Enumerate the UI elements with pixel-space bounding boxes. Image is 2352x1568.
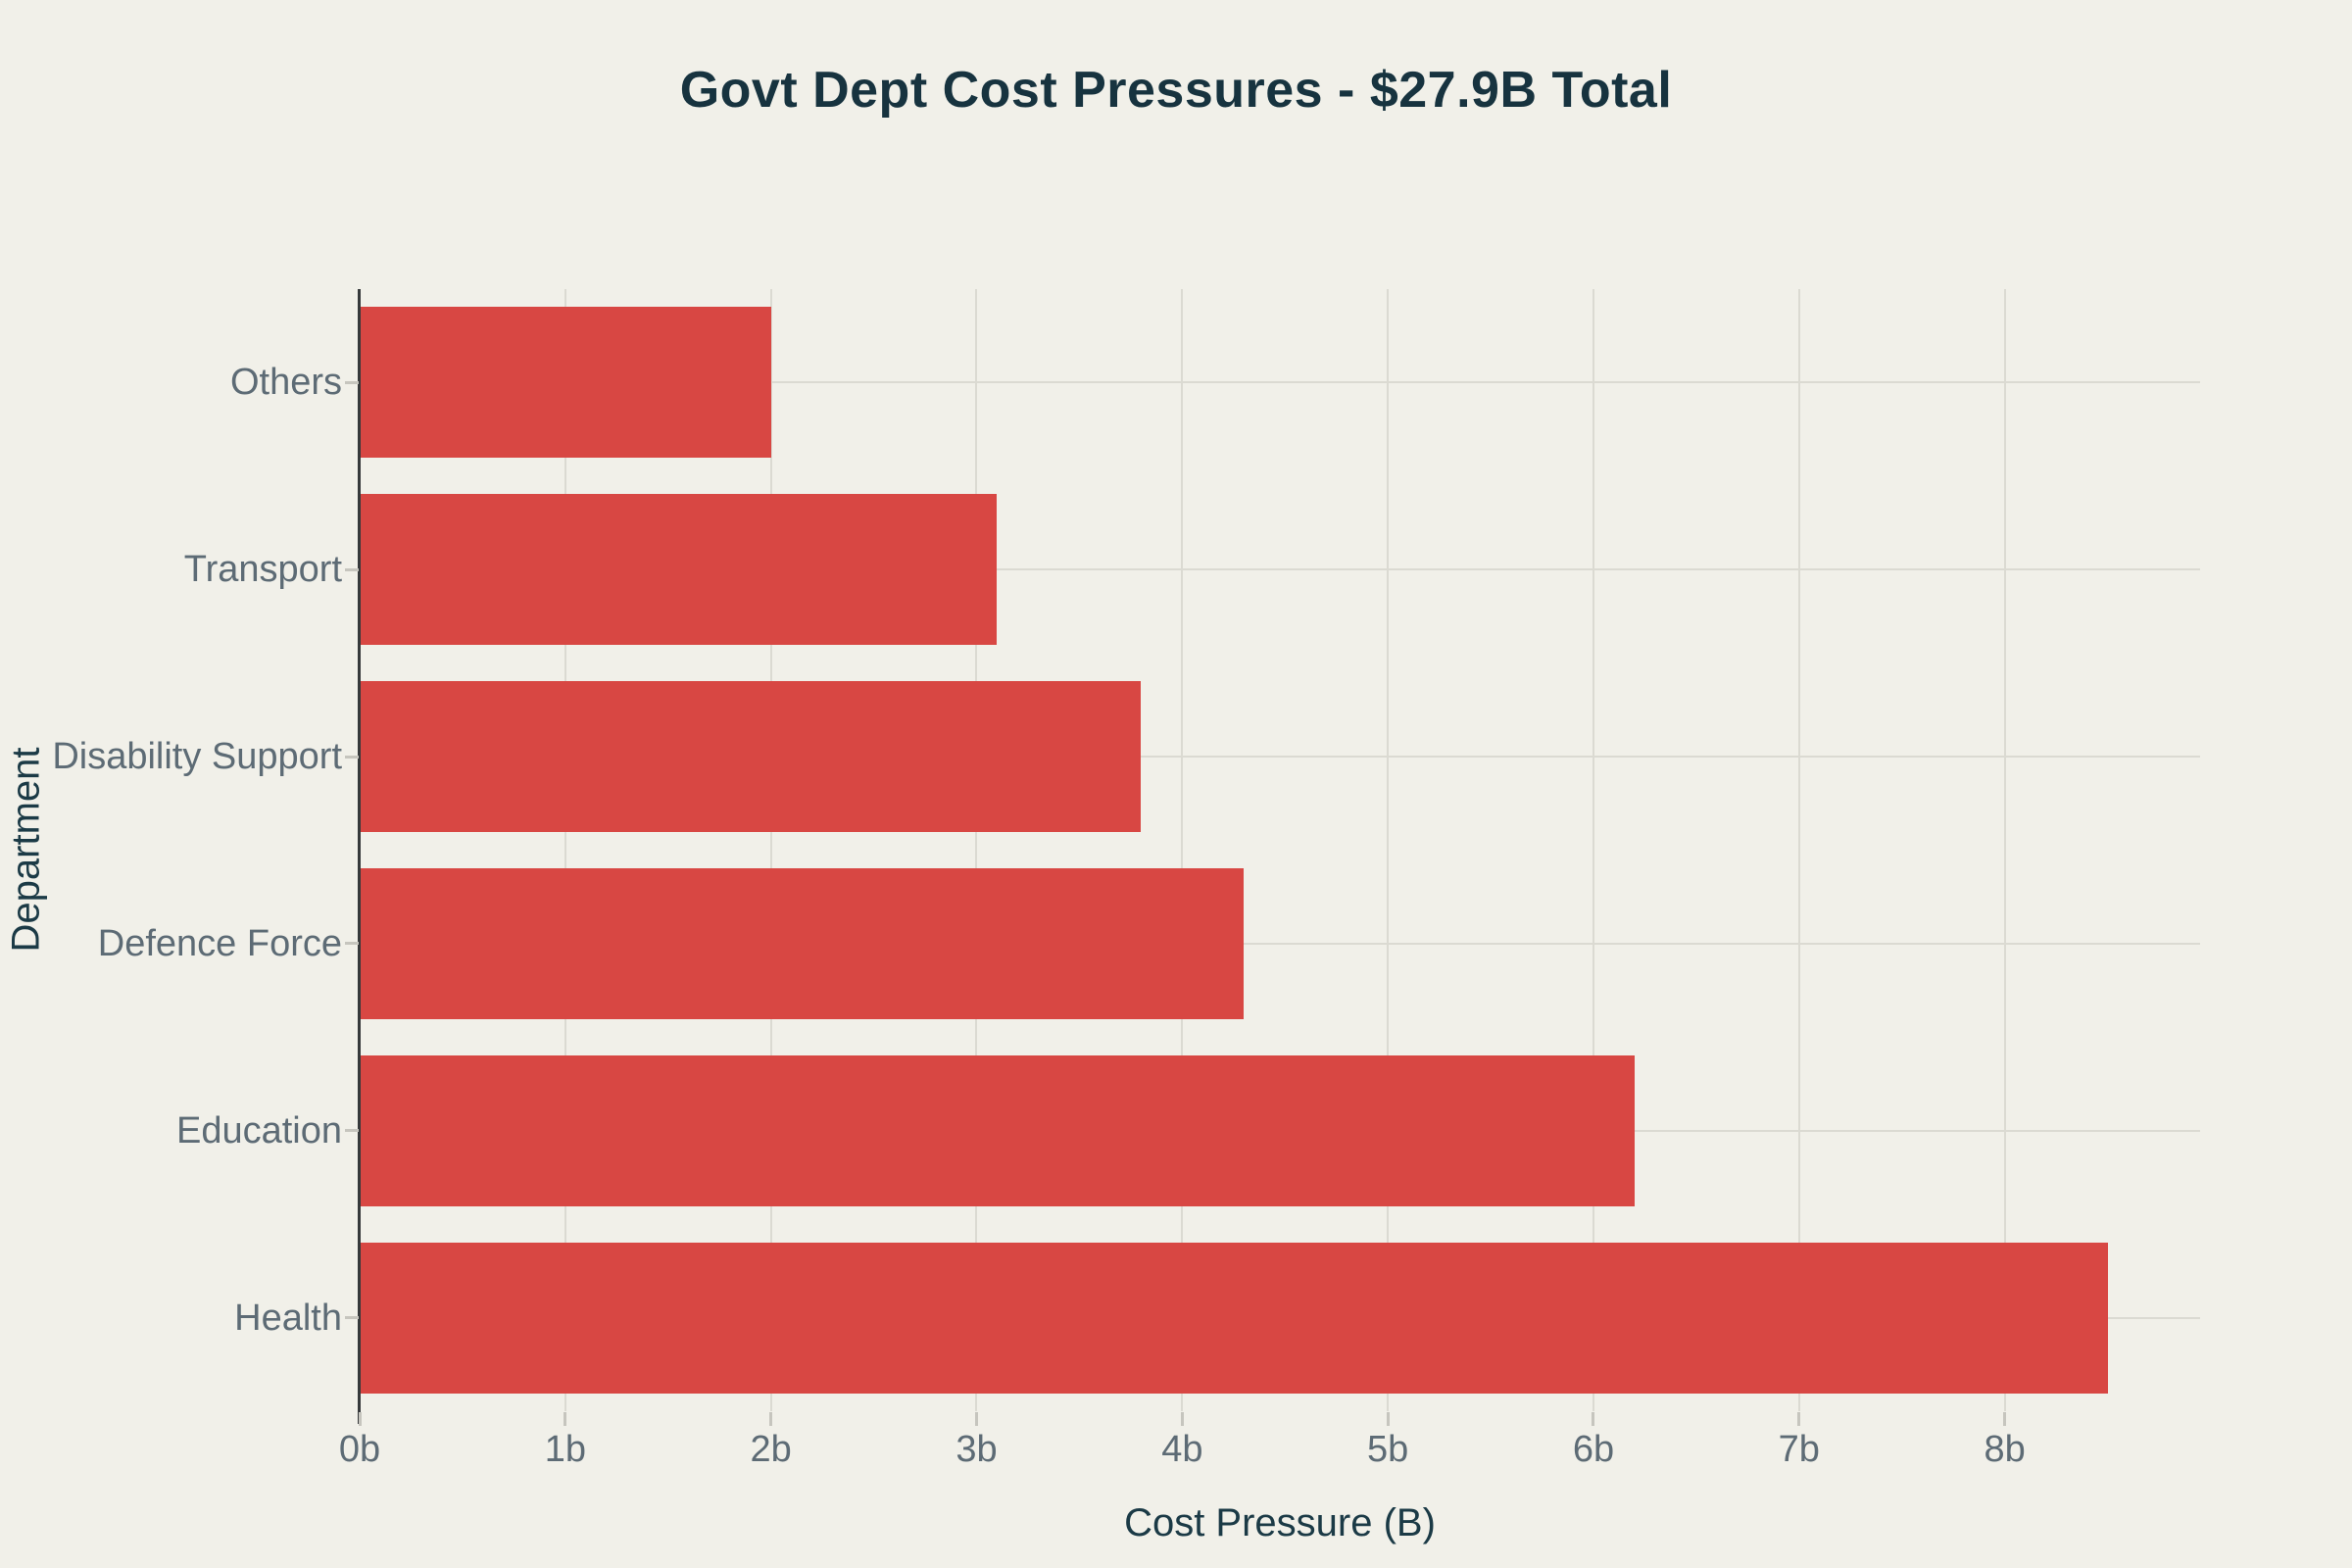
x-gridline-8b xyxy=(2003,289,2006,1411)
x-gridline-5b xyxy=(1387,289,1390,1411)
x-tick-mark-1b xyxy=(564,1412,567,1426)
y-tick-mark-education xyxy=(345,1129,359,1133)
x-gridline-2b xyxy=(769,289,772,1411)
x-gridline-1b xyxy=(564,289,566,1411)
y-gridline-transport xyxy=(360,568,2200,571)
x-tick-label-7b: 7b xyxy=(1778,1429,1820,1470)
y-tick-mark-health xyxy=(345,1316,359,1320)
y-tick-label-transport: Transport xyxy=(183,549,342,591)
y-tick-label-others: Others xyxy=(229,362,342,404)
x-tick-label-2b: 2b xyxy=(750,1429,792,1470)
bar-others xyxy=(360,307,771,459)
x-tick-mark-7b xyxy=(1797,1412,1801,1426)
x-tick-mark-4b xyxy=(1180,1412,1184,1426)
y-gridline-defence-force xyxy=(360,942,2200,945)
bar-defence-force xyxy=(360,867,1245,1019)
x-tick-label-3b: 3b xyxy=(956,1429,998,1470)
bar-disability-support xyxy=(360,681,1142,833)
x-gridline-6b xyxy=(1592,289,1594,1411)
bar-transport xyxy=(360,494,998,646)
y-tick-label-education: Education xyxy=(175,1109,342,1152)
y-tick-label-disability-support: Disability Support xyxy=(52,736,342,778)
x-tick-mark-0b xyxy=(358,1412,362,1426)
bar-education xyxy=(360,1054,1635,1206)
y-tick-mark-others xyxy=(345,380,359,384)
y-tick-mark-defence-force xyxy=(345,942,359,946)
x-tick-label-6b: 6b xyxy=(1572,1429,1615,1470)
x-axis-title: Cost Pressure (B) xyxy=(1124,1501,1436,1544)
x-gridline-4b xyxy=(1181,289,1184,1411)
y-axis-line xyxy=(358,289,361,1424)
x-gridline-7b xyxy=(1797,289,1800,1411)
x-tick-label-4b: 4b xyxy=(1161,1429,1203,1470)
y-gridline-disability-support xyxy=(360,756,2200,759)
x-tick-label-5b: 5b xyxy=(1367,1429,1409,1470)
x-tick-mark-8b xyxy=(2003,1412,2007,1426)
x-tick-mark-6b xyxy=(1592,1412,1595,1426)
plot-area xyxy=(360,289,2200,1411)
y-tick-mark-disability-support xyxy=(345,755,359,759)
x-tick-mark-2b xyxy=(769,1412,773,1426)
x-tick-mark-3b xyxy=(974,1412,978,1426)
x-tick-mark-5b xyxy=(1386,1412,1390,1426)
x-tick-label-1b: 1b xyxy=(544,1429,586,1470)
x-gridline-3b xyxy=(975,289,978,1411)
x-tick-label-8b: 8b xyxy=(1984,1429,2026,1470)
y-tick-mark-transport xyxy=(345,567,359,571)
y-gridline-others xyxy=(360,381,2200,384)
x-tick-label-0b: 0b xyxy=(338,1429,381,1470)
chart-title: Govt Dept Cost Pressures - $27.9B Total xyxy=(679,62,1673,119)
y-tick-label-defence-force: Defence Force xyxy=(97,922,342,964)
y-tick-label-health: Health xyxy=(234,1297,342,1339)
bar-health xyxy=(360,1242,2108,1394)
